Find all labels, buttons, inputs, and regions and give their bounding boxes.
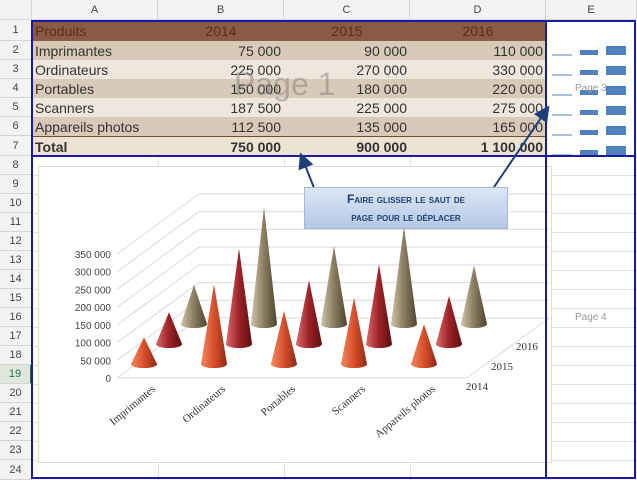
table-cell-value[interactable]: 110 000	[410, 41, 546, 60]
table-total-value[interactable]: 1 100 000	[410, 136, 546, 156]
cone-mark	[321, 246, 347, 328]
mini-bar	[580, 70, 598, 75]
cone-mark	[201, 284, 227, 368]
cone-mark	[181, 285, 207, 328]
mini-bar	[580, 50, 598, 55]
table-cell-value[interactable]: 75 000	[158, 41, 284, 60]
callout-line-2: page pour le déplacer	[351, 210, 461, 224]
mini-bar	[580, 110, 598, 115]
table-cell-value[interactable]: 180 000	[284, 79, 410, 98]
floor-right-edge	[466, 317, 550, 379]
y-tick-label: 100 000	[75, 339, 112, 350]
cone-mark	[341, 297, 367, 368]
gridline-side	[116, 317, 200, 379]
table-header-cell[interactable]: 2016	[410, 20, 546, 41]
callout-line-1: Faire glisser le saut de	[346, 192, 465, 206]
cone-mark	[156, 312, 182, 348]
column-header-b[interactable]: B	[158, 0, 284, 20]
table-cell-product[interactable]: Scanners	[32, 98, 158, 117]
mini-bar	[606, 86, 626, 95]
cone-mark	[296, 280, 322, 348]
y-tick-label: 200 000	[75, 303, 112, 314]
cone-mark	[461, 265, 487, 328]
cone-mark	[436, 296, 462, 348]
table-cell-value[interactable]: 112 500	[158, 117, 284, 136]
cone-chart[interactable]: 0 50 000 100 000 150 000 200 000 250 000 300 0…	[39, 167, 551, 462]
column-header-d[interactable]: D	[410, 0, 546, 20]
table-total-value[interactable]: 750 000	[158, 136, 284, 156]
table-cell-value[interactable]: 275 000	[410, 98, 546, 117]
y-tick-label: 150 000	[75, 321, 112, 332]
mini-chart	[552, 46, 626, 156]
gridline-side	[116, 246, 200, 308]
mini-bar	[580, 130, 598, 135]
y-tick-label: 250 000	[75, 285, 112, 296]
row-header[interactable]: 10	[0, 194, 32, 213]
cone-mark	[366, 264, 392, 348]
table-cell-value[interactable]: 187 500	[158, 98, 284, 117]
row-header-selected[interactable]: 19	[0, 365, 32, 384]
select-all-corner[interactable]	[0, 0, 32, 20]
table-header-cell[interactable]: Produits	[32, 20, 158, 41]
cone-mark	[411, 324, 437, 368]
page-watermark: Page 1	[234, 66, 336, 102]
mini-bar	[606, 106, 626, 115]
page-label-4: Page 4	[575, 312, 607, 323]
row-header[interactable]: 20	[0, 384, 32, 403]
mini-bar	[580, 150, 598, 155]
gridline-side	[116, 193, 200, 255]
column-header-a[interactable]: A	[32, 0, 158, 20]
table-cell-product[interactable]: Ordinateurs	[32, 60, 158, 79]
callout-box: Faire glisser le saut de page pour le dé…	[304, 187, 508, 229]
series-depth-label: 2016	[516, 341, 539, 353]
table-cell-value[interactable]: 225 000	[284, 98, 410, 117]
table-cell-product[interactable]: Appareils photos	[32, 117, 158, 136]
table-cell-value[interactable]: 270 000	[284, 60, 410, 79]
mini-bar	[606, 66, 626, 75]
table-total-value[interactable]: 900 000	[284, 136, 410, 156]
page-label-3: Page 3	[575, 83, 607, 94]
gridline-side	[116, 282, 200, 343]
table-cell-value[interactable]: 220 000	[410, 79, 546, 98]
table-cell-value[interactable]: 225 000	[158, 60, 284, 79]
mini-bar	[580, 90, 598, 95]
series-depth-label: 2015	[491, 361, 514, 373]
cone-mark	[131, 337, 157, 368]
mini-bar	[606, 146, 626, 155]
y-tick-label: 300 000	[75, 268, 112, 279]
series-depth-label: 2014	[466, 381, 489, 393]
table-total-label[interactable]: Total	[32, 136, 158, 156]
page-break-border-page4[interactable]	[545, 155, 636, 479]
mini-bar	[606, 126, 626, 135]
table-cell-value[interactable]: 165 000	[410, 117, 546, 136]
table-cell-product[interactable]: Portables	[32, 79, 158, 98]
cone-mark	[251, 207, 277, 328]
y-tick-label: 350 000	[75, 250, 112, 261]
table-cell-value[interactable]: 330 000	[410, 60, 546, 79]
table-cell-value[interactable]: 135 000	[284, 117, 410, 136]
table-header-cell[interactable]: 2014	[158, 20, 284, 41]
gridline-side	[116, 211, 200, 273]
table-cell-value[interactable]: 150 000	[158, 79, 284, 98]
gridline-side	[116, 229, 200, 290]
gridline-side	[116, 264, 200, 326]
callout-arrow	[489, 105, 550, 194]
table-header-cell[interactable]: 2015	[284, 20, 410, 41]
table-cell-value[interactable]: 90 000	[284, 41, 410, 60]
y-tick-label: 50 000	[80, 356, 111, 367]
cone-mark	[226, 248, 252, 348]
mini-bar	[606, 46, 626, 55]
y-tick-label: 0	[105, 374, 111, 385]
column-header-c[interactable]: C	[284, 0, 410, 20]
cone-mark	[271, 310, 297, 368]
cone-mark	[391, 226, 417, 328]
gridline-side	[116, 299, 200, 361]
table-cell-product[interactable]: Imprimantes	[32, 41, 158, 60]
